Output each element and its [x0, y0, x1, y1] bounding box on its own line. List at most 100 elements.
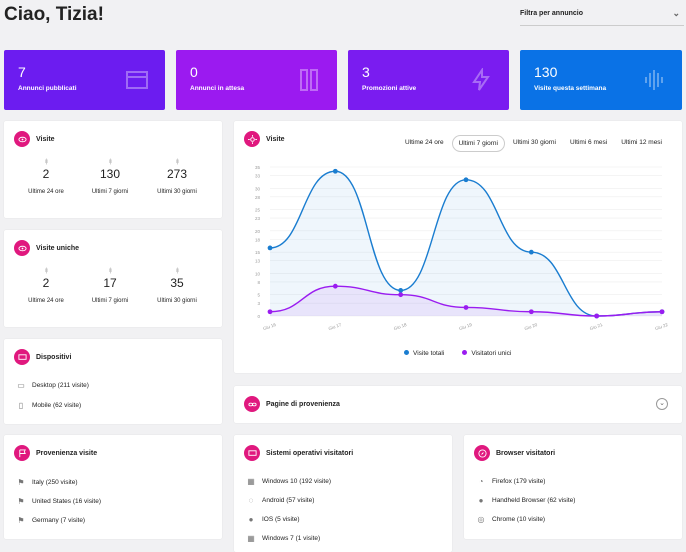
x-tick-label: Giu 18	[393, 322, 408, 331]
visite-card: Visite ı|ı 2 Ultime 24 ore ı|ı 130 Ultimi 7 …	[4, 121, 222, 218]
tab-6m[interactable]: Ultimi 6 mesi	[569, 139, 608, 146]
data-point	[528, 309, 534, 315]
visite-chart-card: Visite Ultime 24 ore Ultimi 7 giorni Ult…	[234, 121, 682, 373]
legend-label: Visite totali	[413, 350, 445, 357]
stat-label: Ultimi 30 giorni	[157, 189, 197, 195]
kpi-visite-settimana[interactable]: 130 Visite questa settimana	[520, 50, 682, 110]
page-title: Ciao, Tizia!	[4, 4, 104, 25]
list-item: ▯ Mobile (62 visite)	[16, 401, 81, 410]
data-point	[267, 309, 273, 315]
link-icon	[244, 396, 260, 412]
chevron-down-icon: ⌄	[672, 8, 680, 18]
y-tick-label: 13	[255, 259, 261, 264]
series-area	[270, 171, 662, 316]
list-item-label: United States (16 visite)	[32, 498, 102, 505]
list-item-label: IOS (5 visite)	[262, 516, 300, 523]
data-point	[398, 288, 404, 293]
monitor-icon	[244, 445, 260, 461]
kpi-annunci-pubblicati[interactable]: 7 Annunci pubblicati	[4, 50, 165, 110]
kpi-value: 130	[534, 64, 558, 80]
list-item-label: Germany (7 visite)	[32, 517, 86, 524]
legend-item-visite-totali[interactable]: Visite totali	[404, 350, 444, 357]
chevron-down-icon[interactable]: ⌄	[656, 398, 668, 410]
list-item: ⚑ Italy (250 visite)	[16, 478, 77, 487]
card-title: Visite	[36, 135, 55, 143]
list-item: ◎ Chrome (10 visite)	[476, 515, 546, 524]
y-tick-label: 10	[255, 271, 261, 276]
tab-24h[interactable]: Ultime 24 ore	[404, 139, 444, 146]
stat-30d: ı|ı 35 Ultimi 30 giorni	[142, 268, 212, 304]
list-item: ● IOS (5 visite)	[246, 515, 300, 524]
y-tick-label: 15	[255, 250, 261, 255]
stat-value: 2	[42, 276, 50, 290]
stat-label: Ultimi 7 giorni	[91, 189, 129, 195]
list-item-label: Handheld Browser (62 visite)	[492, 497, 576, 504]
firefox-icon: ◔	[478, 477, 484, 486]
stat-24h: ı|ı 2 Ultime 24 ore	[11, 159, 81, 195]
tab-30d[interactable]: Ultimi 30 giorni	[512, 139, 556, 146]
card-title: Browser visitatori	[496, 449, 556, 457]
sparkle-icon	[244, 131, 260, 147]
list-item-label: Windows 7 (1 visite)	[262, 535, 321, 542]
kpi-annunci-in-attesa[interactable]: 0 Annunci in attesa	[176, 50, 337, 110]
list-item: ▦ Windows 7 (1 visite)	[246, 534, 320, 543]
visite-uniche-card: Visite uniche ı|ı 2 Ultime 24 ore ı|ı 17 Ult…	[4, 230, 222, 327]
lightning-icon	[472, 68, 490, 91]
stat-label: Ultimi 30 giorni	[157, 298, 197, 304]
compass-icon	[474, 445, 490, 461]
kpi-promozioni-attive[interactable]: 3 Promozioni attive	[348, 50, 509, 110]
data-point	[528, 249, 534, 255]
y-tick-label: 18	[255, 237, 261, 242]
browser-card: Browser visitatori ◔ Firefox (179 visite)…	[464, 435, 682, 539]
y-tick-label: 20	[255, 229, 261, 234]
stat-value: 2	[42, 167, 50, 181]
y-tick-label: 8	[257, 280, 260, 285]
kpi-label: Annunci pubblicati	[18, 85, 77, 92]
list-item: ◌ Android (57 visite)	[246, 496, 315, 505]
card-title: Pagine di provenienza	[266, 400, 340, 408]
card-title: Dispositivi	[36, 353, 72, 361]
flag-icon: ⚑	[17, 516, 25, 525]
y-tick-label: 25	[255, 208, 261, 213]
card-title: Provenienza visite	[36, 449, 98, 457]
windows-icon: ▦	[247, 477, 255, 486]
y-tick-label: 30	[255, 186, 261, 191]
data-point	[463, 177, 469, 183]
windows-icon: ▦	[247, 534, 255, 543]
dispositivi-card: Dispositivi ▭ Desktop (211 visite) ▯ Mobil…	[4, 339, 222, 424]
bars-icon: ı|ı	[45, 268, 48, 274]
legend-item-visitatori-unici[interactable]: Visitatori unici	[462, 350, 511, 357]
mobile-icon: ▯	[18, 401, 24, 410]
list-item: ⚑ Germany (7 visite)	[16, 516, 85, 525]
filter-label: Filtra per annuncio	[520, 10, 584, 17]
bars-icon: ı|ı	[109, 159, 112, 165]
pagine-provenienza-card[interactable]: Pagine di provenienza ⌄	[234, 386, 682, 423]
kpi-label: Annunci in attesa	[190, 85, 245, 92]
bars-icon: ı|ı	[109, 268, 112, 274]
x-tick-label: Giu 22	[654, 322, 669, 331]
flag-icon: ⚑	[17, 497, 25, 506]
laptop-icon: ▭	[17, 381, 25, 390]
eye-icon	[14, 240, 30, 256]
kpi-label: Promozioni attive	[362, 85, 417, 92]
kpi-value: 3	[362, 64, 370, 80]
y-tick-label: 0	[257, 314, 260, 319]
legend-label: Visitatori unici	[471, 350, 512, 357]
tab-12m[interactable]: Ultimi 12 mesi	[621, 139, 662, 146]
list-item-label: Desktop (211 visite)	[32, 382, 89, 389]
list-item-label: Android (57 visite)	[262, 497, 315, 504]
x-tick-label: Giu 19	[458, 322, 473, 331]
tab-7d[interactable]: Ultimi 7 giorni	[451, 135, 505, 152]
list-item-label: Firefox (179 visite)	[492, 478, 546, 485]
stat-7d: ı|ı 130 Ultimi 7 giorni	[75, 159, 145, 195]
sistemi-operativi-card: Sistemi operativi visitatori ▦ Windows 10…	[234, 435, 452, 552]
y-tick-label: 5	[257, 293, 260, 298]
list-item: ▭ Desktop (211 visite)	[16, 381, 89, 390]
monitor-icon	[14, 349, 30, 365]
stat-label: Ultime 24 ore	[28, 189, 64, 195]
browser-icon	[126, 71, 148, 89]
filter-select[interactable]: Filtra per annuncio ⌄	[520, 6, 684, 26]
list-item: ◔ Firefox (179 visite)	[476, 477, 546, 486]
flag-icon	[14, 445, 30, 461]
y-tick-label: 23	[255, 216, 261, 221]
